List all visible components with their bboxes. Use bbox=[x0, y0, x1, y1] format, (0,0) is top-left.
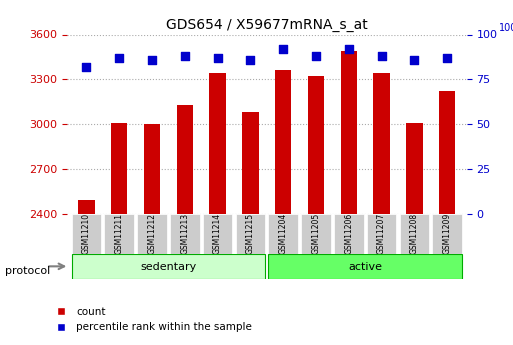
Point bbox=[312, 53, 320, 59]
Text: GSM11212: GSM11212 bbox=[147, 213, 156, 254]
Text: sedentary: sedentary bbox=[140, 262, 196, 272]
FancyBboxPatch shape bbox=[268, 254, 462, 279]
Bar bbox=[406, 124, 423, 214]
Point bbox=[148, 57, 156, 62]
Point bbox=[279, 46, 287, 52]
Text: protocol: protocol bbox=[5, 266, 50, 276]
Bar bbox=[373, 72, 390, 214]
FancyBboxPatch shape bbox=[170, 214, 200, 254]
FancyBboxPatch shape bbox=[367, 214, 397, 254]
FancyBboxPatch shape bbox=[72, 254, 265, 279]
FancyBboxPatch shape bbox=[301, 214, 331, 254]
Bar bbox=[242, 112, 259, 214]
Text: GSM11213: GSM11213 bbox=[180, 213, 189, 254]
Point bbox=[115, 55, 123, 61]
FancyBboxPatch shape bbox=[105, 214, 134, 254]
FancyBboxPatch shape bbox=[72, 214, 101, 254]
Bar bbox=[111, 124, 127, 214]
FancyBboxPatch shape bbox=[268, 214, 298, 254]
Point bbox=[345, 46, 353, 52]
Text: GSM11204: GSM11204 bbox=[279, 213, 288, 254]
Text: GSM11211: GSM11211 bbox=[115, 213, 124, 254]
Bar bbox=[308, 76, 324, 214]
Legend: count, percentile rank within the sample: count, percentile rank within the sample bbox=[46, 303, 256, 336]
Text: GSM11206: GSM11206 bbox=[344, 213, 353, 254]
Point bbox=[246, 57, 254, 62]
Text: 100%: 100% bbox=[499, 23, 513, 33]
FancyBboxPatch shape bbox=[235, 214, 265, 254]
Bar bbox=[78, 200, 94, 214]
Title: GDS654 / X59677mRNA_s_at: GDS654 / X59677mRNA_s_at bbox=[166, 18, 368, 32]
Text: GSM11214: GSM11214 bbox=[213, 213, 222, 254]
Text: GSM11209: GSM11209 bbox=[443, 213, 451, 254]
FancyBboxPatch shape bbox=[137, 214, 167, 254]
Bar bbox=[275, 70, 291, 214]
Bar bbox=[176, 105, 193, 214]
FancyBboxPatch shape bbox=[334, 214, 364, 254]
Text: GSM11207: GSM11207 bbox=[377, 213, 386, 254]
Point bbox=[443, 55, 451, 61]
Text: GSM11215: GSM11215 bbox=[246, 213, 255, 254]
Point bbox=[378, 53, 386, 59]
Text: active: active bbox=[348, 262, 382, 272]
Bar bbox=[341, 51, 357, 214]
Bar bbox=[209, 73, 226, 214]
Point bbox=[213, 55, 222, 61]
FancyBboxPatch shape bbox=[432, 214, 462, 254]
Point bbox=[82, 64, 90, 70]
Bar bbox=[144, 124, 160, 214]
Text: GSM11210: GSM11210 bbox=[82, 213, 91, 254]
FancyBboxPatch shape bbox=[203, 214, 232, 254]
Text: GSM11205: GSM11205 bbox=[311, 213, 321, 254]
Text: GSM11208: GSM11208 bbox=[410, 213, 419, 254]
FancyBboxPatch shape bbox=[400, 214, 429, 254]
Point bbox=[181, 53, 189, 59]
Bar bbox=[439, 91, 456, 214]
Point bbox=[410, 57, 419, 62]
